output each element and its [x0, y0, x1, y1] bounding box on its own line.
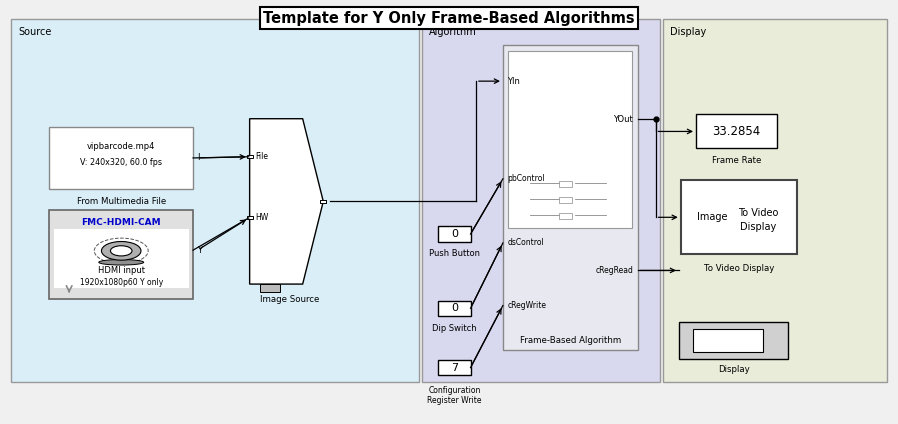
Text: To Video Display: To Video Display	[704, 264, 774, 273]
Text: FMC-HDMI-CAM: FMC-HDMI-CAM	[82, 218, 161, 226]
FancyBboxPatch shape	[49, 127, 193, 189]
FancyBboxPatch shape	[559, 181, 572, 187]
Circle shape	[110, 246, 132, 256]
Text: I: I	[197, 153, 199, 162]
Text: cRegRead: cRegRead	[595, 266, 633, 275]
Text: File: File	[255, 152, 268, 161]
Text: To Video: To Video	[737, 208, 778, 218]
Text: 1920x1080p60 Y only: 1920x1080p60 Y only	[80, 278, 163, 287]
FancyBboxPatch shape	[696, 114, 777, 148]
Text: 0: 0	[451, 229, 458, 239]
Text: HDMI input: HDMI input	[98, 265, 145, 275]
Text: HW: HW	[255, 213, 269, 223]
Text: 33.2854: 33.2854	[712, 125, 761, 138]
FancyBboxPatch shape	[559, 197, 572, 203]
Text: 0: 0	[451, 303, 458, 313]
Text: Configuration
Register Write: Configuration Register Write	[427, 386, 481, 405]
FancyBboxPatch shape	[508, 50, 632, 228]
Text: Frame Rate: Frame Rate	[712, 156, 761, 165]
Text: Push Button: Push Button	[429, 249, 480, 258]
FancyBboxPatch shape	[422, 19, 660, 382]
Text: Algorithm: Algorithm	[429, 27, 477, 37]
FancyBboxPatch shape	[54, 229, 189, 288]
Text: vipbarcode.mp4: vipbarcode.mp4	[87, 142, 155, 151]
FancyBboxPatch shape	[438, 360, 471, 375]
Text: YIn: YIn	[507, 77, 520, 86]
Text: pbControl: pbControl	[507, 174, 545, 183]
Ellipse shape	[99, 259, 144, 265]
FancyBboxPatch shape	[246, 216, 253, 220]
Text: Frame-Based Algorithm: Frame-Based Algorithm	[520, 336, 621, 345]
FancyBboxPatch shape	[438, 301, 471, 316]
FancyBboxPatch shape	[49, 210, 193, 299]
FancyBboxPatch shape	[246, 155, 253, 158]
Text: V: 240x320, 60.0 fps: V: 240x320, 60.0 fps	[80, 158, 163, 167]
Text: Dip Switch: Dip Switch	[432, 324, 477, 332]
Text: From Multimedia File: From Multimedia File	[76, 197, 166, 206]
FancyBboxPatch shape	[11, 19, 419, 382]
FancyBboxPatch shape	[559, 213, 572, 219]
Text: Template for Y Only Frame-Based Algorithms: Template for Y Only Frame-Based Algorith…	[263, 11, 635, 25]
Text: Y: Y	[197, 245, 202, 255]
Text: dsControl: dsControl	[507, 238, 544, 248]
Circle shape	[101, 242, 141, 260]
Text: YOut: YOut	[613, 115, 633, 124]
Text: Display: Display	[718, 365, 750, 374]
FancyBboxPatch shape	[663, 19, 887, 382]
FancyBboxPatch shape	[693, 329, 763, 352]
Text: Display: Display	[740, 222, 776, 232]
Text: cRegWrite: cRegWrite	[507, 301, 546, 310]
Text: Image: Image	[697, 212, 727, 222]
FancyBboxPatch shape	[503, 45, 638, 350]
Text: Display: Display	[670, 27, 706, 37]
FancyBboxPatch shape	[321, 200, 327, 203]
Text: Image Source: Image Source	[260, 295, 320, 304]
FancyBboxPatch shape	[681, 180, 797, 254]
Text: 7: 7	[451, 363, 458, 373]
FancyBboxPatch shape	[260, 284, 280, 292]
Text: Source: Source	[18, 27, 51, 37]
Polygon shape	[250, 119, 323, 284]
FancyBboxPatch shape	[438, 226, 471, 242]
FancyBboxPatch shape	[679, 322, 788, 359]
FancyBboxPatch shape	[321, 200, 327, 203]
